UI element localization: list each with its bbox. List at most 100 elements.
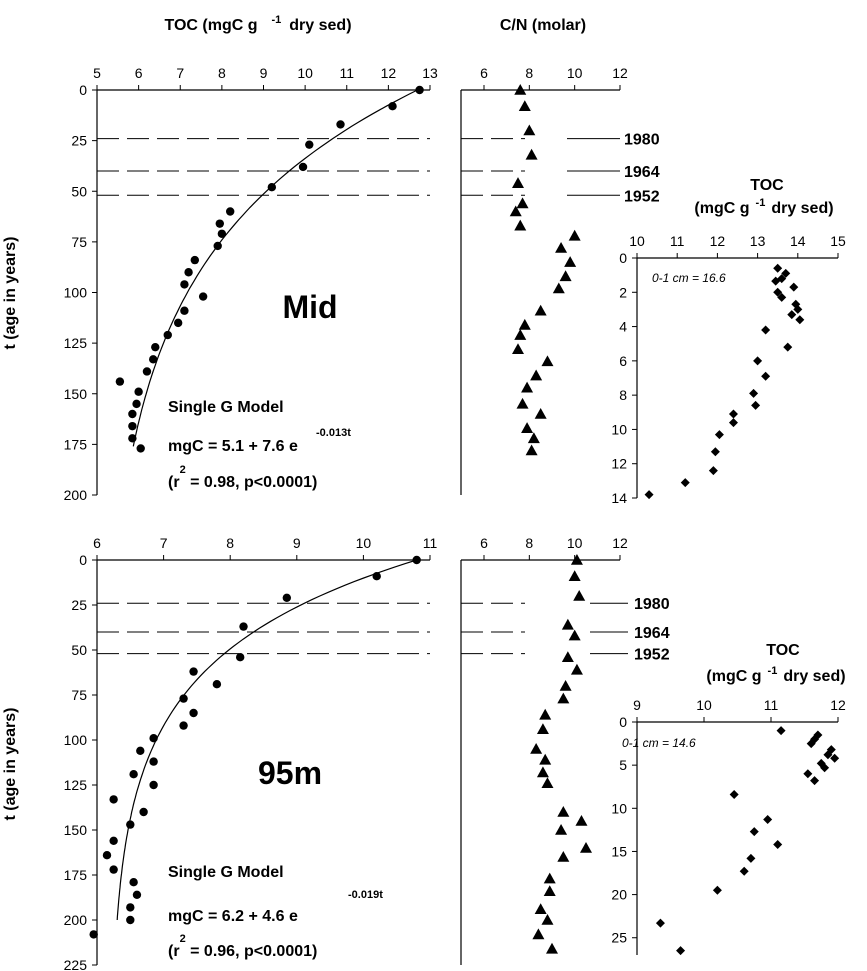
deepCn-data-point (536, 723, 549, 734)
95m-cn-panel: 6 8 10 12 (460, 535, 628, 965)
midToc-data-point (151, 342, 160, 352)
mid-model-equation: mgC = 5.1 + 7.6 e (168, 438, 298, 455)
deepToc-data-point (139, 807, 148, 817)
horizon-label-1980: 1980 (634, 596, 670, 613)
mid-inset-subtitle: (mgC g -1 dry sed) (694, 197, 833, 217)
deepInset-data-point (810, 776, 820, 786)
95m-toc-inset: TOC (mgC g -1 dry sed) 0-1 cm = 14.6 9 10 11… (611, 642, 846, 956)
midCn-data-point (534, 408, 547, 419)
midInset-x-tick-label: 15 (830, 233, 846, 249)
deepToc-data-point (109, 795, 118, 804)
deepCn-data-point (543, 872, 556, 884)
deepCn-x-tick-label: 10 (567, 535, 583, 551)
mid-y-axis-label: t (age in years) (2, 237, 19, 350)
horizon-label-1952: 1952 (634, 647, 670, 664)
deepInset-y-tick-label: 10 (611, 800, 627, 816)
midToc-data-point (198, 292, 208, 301)
mid-toc-inset: TOC (mgC g -1 dry sed) 0-1 cm = 16.6 10 11 1… (611, 177, 846, 506)
mid-inset-title: TOC (750, 177, 784, 194)
deepToc-y-tick-label: 75 (71, 687, 87, 703)
deepCn-data-point (561, 618, 574, 630)
midInset-data-point (787, 310, 797, 320)
95m-station-label: 95m (258, 755, 322, 791)
midToc-x-tick-label: 5 (93, 65, 101, 81)
midCn-data-point (527, 432, 540, 444)
horizon-label-1952: 1952 (624, 188, 660, 205)
midInset-data-point (714, 430, 724, 440)
deepInset-data-point (655, 918, 665, 928)
deepCn-data-point (541, 914, 554, 925)
midToc-data-point (388, 102, 397, 111)
mid-toc-title: TOC (mgC g -1 dry sed) (164, 14, 351, 34)
deepToc-data-point (282, 593, 292, 602)
deepCn-data-point (580, 842, 592, 853)
midToc-data-point (115, 377, 125, 386)
deepCn-data-point (539, 753, 552, 765)
deepToc-data-point (239, 622, 248, 631)
midToc-fit-curve (132, 89, 418, 447)
midCn-x-tick-label: 12 (612, 65, 628, 81)
midToc-x-tick-label: 9 (260, 65, 268, 81)
deepToc-data-point (189, 667, 198, 676)
deepInset-data-point (739, 866, 749, 876)
deepCn-data-point (543, 885, 556, 896)
midInset-data-point (761, 325, 771, 335)
midToc-data-point (148, 355, 158, 364)
deepToc-x-tick-label: 9 (293, 535, 301, 551)
midCn-data-point (564, 256, 577, 267)
midCn-data-point (534, 304, 547, 316)
midToc-x-tick-label: 10 (297, 65, 313, 81)
deepInset-data-point (763, 815, 773, 825)
midToc-data-point (128, 434, 137, 443)
midInset-y-tick-label: 12 (611, 456, 627, 472)
deepToc-data-point (212, 680, 222, 689)
deepCn-data-point (559, 680, 572, 691)
deepInset-x-tick-label: 9 (633, 697, 641, 713)
deepCn-x-tick-label: 8 (525, 535, 533, 551)
deepCn-x-tick-label: 6 (480, 535, 488, 551)
deepToc-data-point (109, 836, 118, 845)
midToc-data-point (298, 162, 308, 172)
deepInset-y-tick-label: 5 (619, 757, 627, 773)
midInset-y-tick-label: 0 (619, 250, 627, 266)
deepToc-data-point (412, 555, 421, 565)
deepToc-y-tick-label: 225 (64, 957, 88, 971)
midCn-data-point (523, 124, 536, 136)
midInset-data-point (781, 268, 791, 278)
horizon-label-1964: 1964 (634, 625, 670, 642)
midInset-data-point (773, 263, 783, 273)
deepCn-data-point (555, 824, 568, 835)
midToc-data-point (132, 399, 141, 409)
midToc-data-point (134, 387, 143, 396)
deepInset-y-tick-label: 25 (611, 930, 627, 946)
midToc-y-tick-label: 50 (71, 183, 87, 199)
95m-toc-panel: t (age in years) 95m Single G Model mgC … (2, 535, 437, 971)
midCn-data-point (518, 318, 531, 330)
deepCn-data-point (570, 554, 583, 565)
midCn-data-point (516, 197, 529, 209)
deepToc-y-tick-label: 125 (64, 777, 88, 793)
deepToc-data-point (109, 865, 118, 874)
midInset-x-tick-label: 11 (670, 233, 685, 249)
midInset-data-point (710, 447, 720, 457)
deepInset-data-point (773, 840, 783, 850)
midInset-data-point (761, 371, 771, 381)
deepInset-y-tick-label: 0 (619, 714, 627, 730)
deepCn-data-point (546, 942, 558, 954)
deepCn-data-point (570, 663, 583, 675)
midToc-data-point (142, 367, 152, 376)
midInset-data-point (789, 282, 799, 292)
midToc-data-point (180, 280, 189, 289)
deepToc-data-point (132, 890, 142, 899)
midInset-x-tick-label: 10 (629, 233, 645, 249)
midInset-y-tick-label: 2 (619, 284, 627, 300)
deepCn-data-point (532, 928, 545, 940)
mid-inset-note: 0-1 cm = 16.6 (652, 271, 726, 285)
95m-model-fit: (r2 = 0.96, p<0.0001) (168, 933, 317, 960)
deepToc-y-tick-label: 25 (71, 597, 87, 613)
deepInset-y-tick-label: 15 (611, 843, 627, 859)
midToc-x-tick-label: 6 (135, 65, 143, 81)
deepInset-x-tick-label: 11 (764, 697, 779, 713)
midCn-data-point (530, 369, 543, 381)
deepToc-x-tick-label: 7 (160, 535, 168, 551)
